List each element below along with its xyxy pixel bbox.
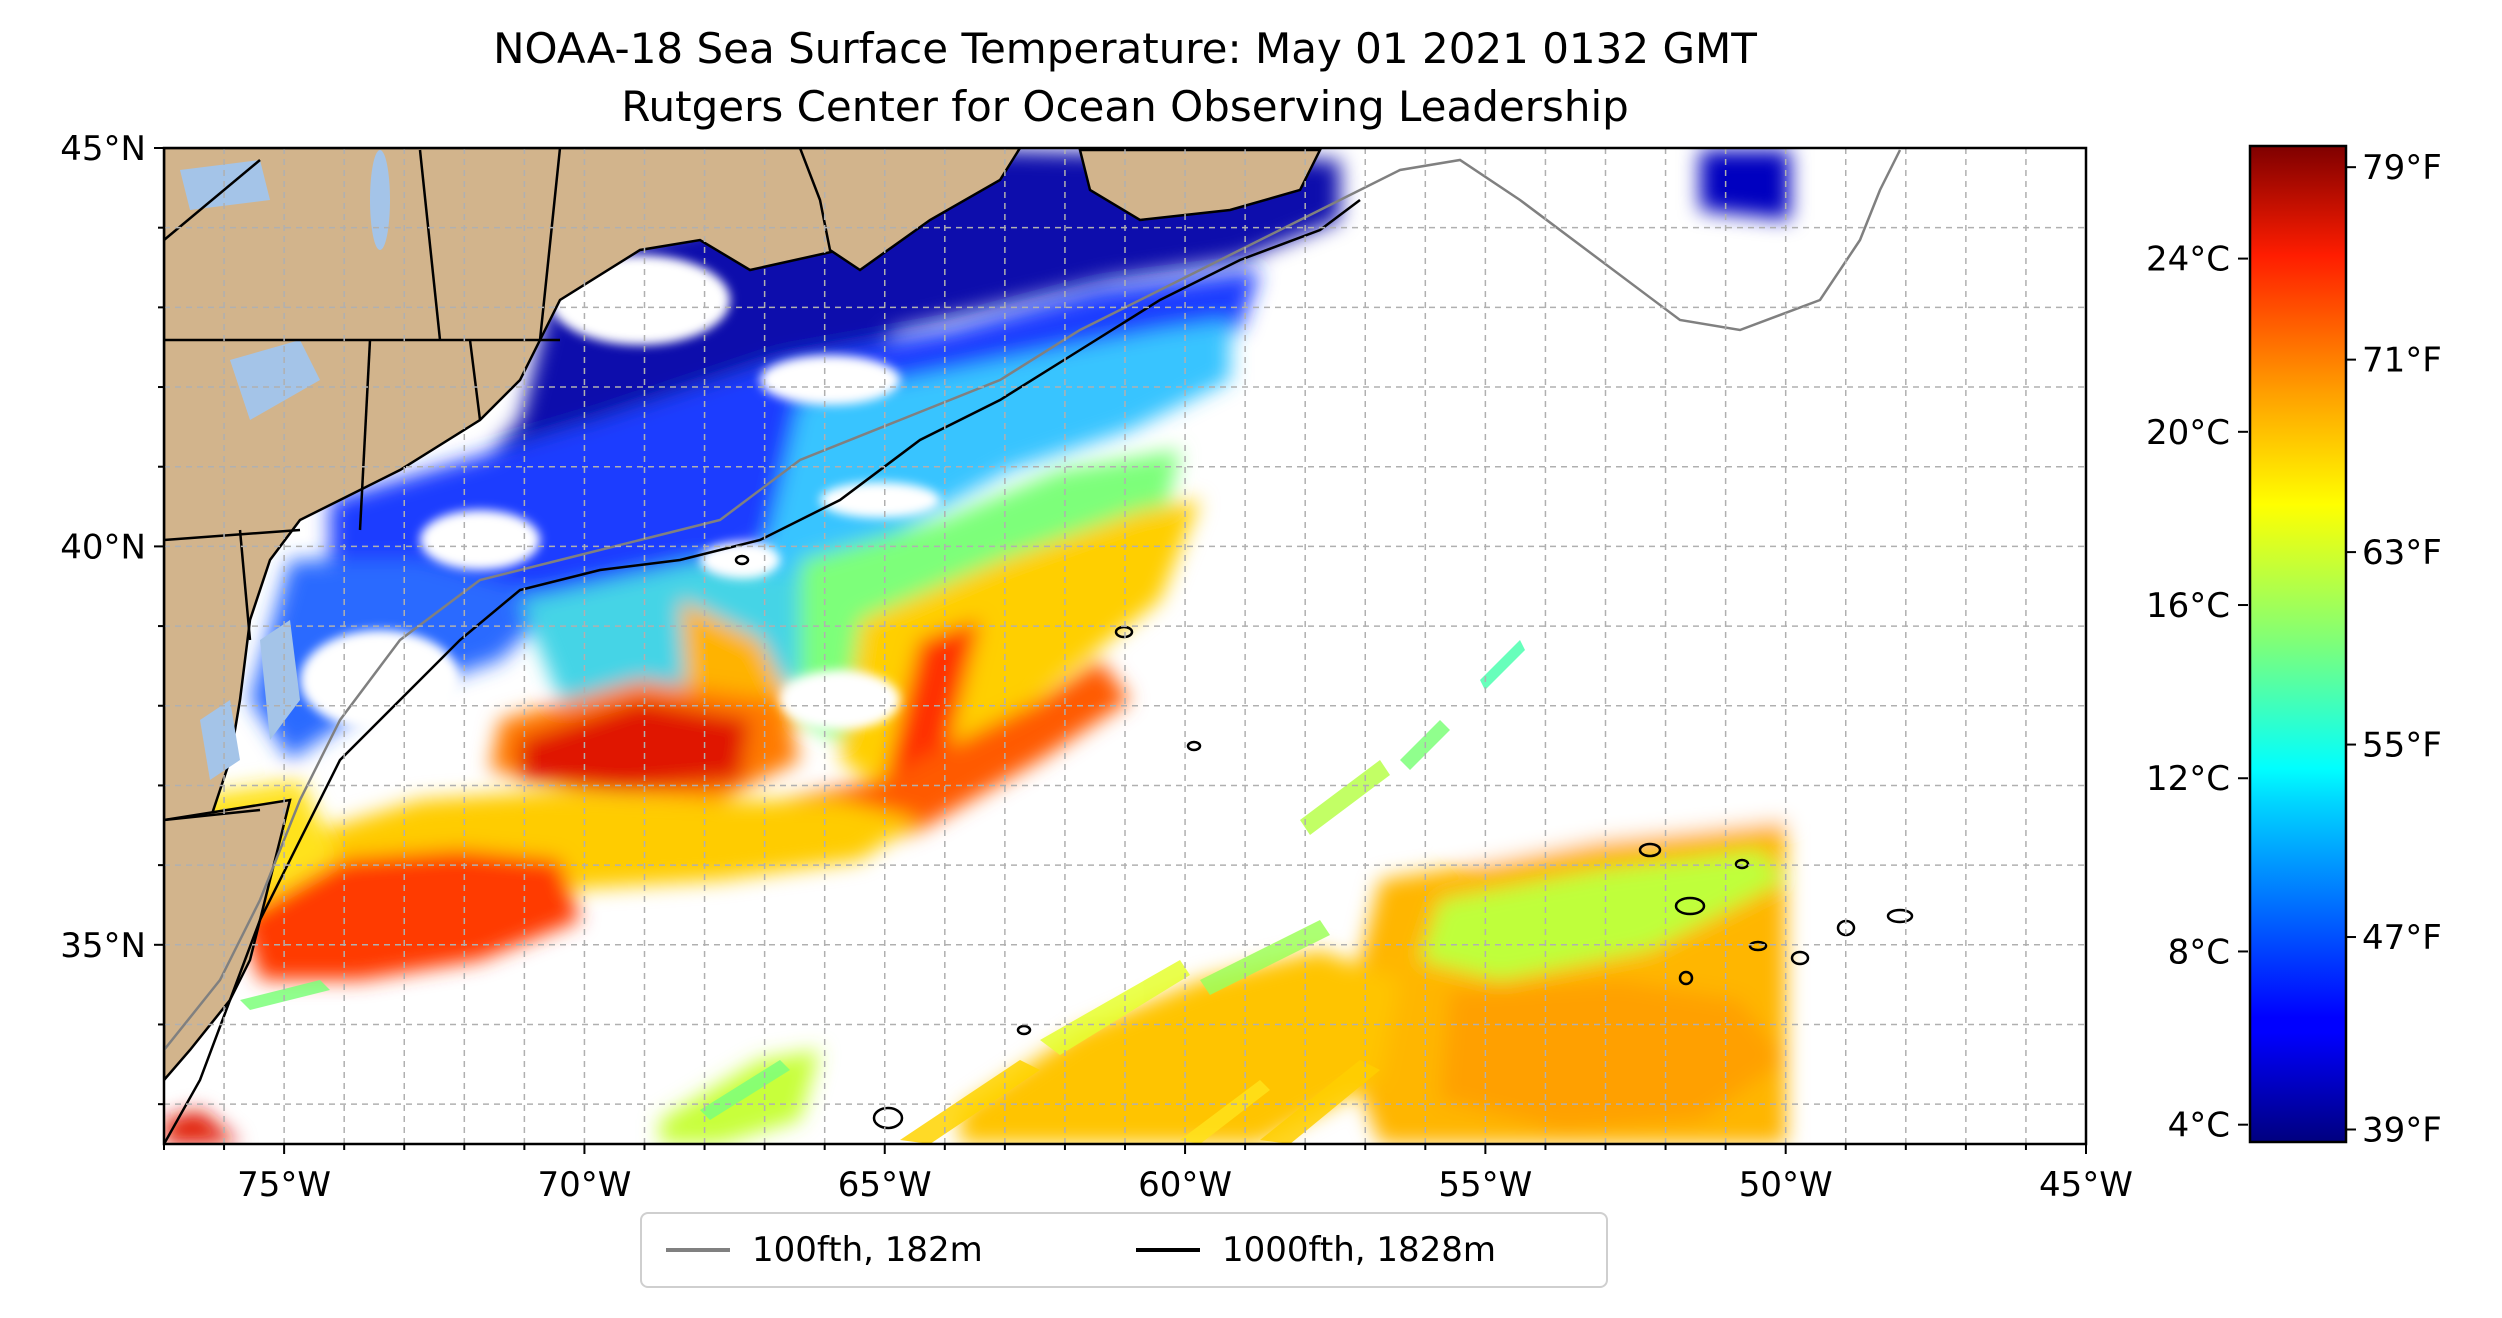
x-tick-label: 60°W: [1138, 1165, 1232, 1205]
celsius-tick-label: 8°C: [2168, 932, 2230, 972]
seamounts: [734, 554, 1914, 1130]
contour-100fth: [164, 149, 1902, 1051]
x-tick-label: 70°W: [537, 1165, 631, 1205]
legend-item-1000fth: 1000fth, 1828m: [1136, 1214, 1496, 1286]
map-gridlines: [164, 148, 2086, 1144]
map-title: NOAA-18 Sea Surface Temperature: May 01 …: [493, 24, 1757, 73]
x-tick-label: 50°W: [1739, 1165, 1833, 1205]
x-tick-label: 75°W: [237, 1165, 331, 1205]
fahrenheit-tick-label: 47°F: [2362, 918, 2442, 958]
x-tick-label: 45°W: [2039, 1165, 2133, 1205]
fahrenheit-tick-label: 55°F: [2362, 726, 2442, 766]
legend-swatch-1000fth: [1136, 1248, 1200, 1252]
fahrenheit-tick-label: 63°F: [2362, 533, 2442, 573]
map-subtitle: Rutgers Center for Ocean Observing Leade…: [621, 82, 1629, 131]
y-tick-label: 40°N: [60, 527, 146, 567]
y-tick-label: 45°N: [60, 129, 146, 169]
x-tick-label: 55°W: [1438, 1165, 1532, 1205]
y-tick-label: 35°N: [60, 926, 146, 966]
contour-legend: 100fth, 182m 1000fth, 1828m: [640, 1212, 1608, 1288]
legend-item-100fth: 100fth, 182m: [666, 1214, 983, 1286]
colorbar-celsius-ticks: 24°C 20°C 16°C 12°C 8°C 4°C: [2146, 240, 2248, 1146]
contour-1000fth: [164, 199, 1361, 1144]
x-tick-label: 65°W: [838, 1165, 932, 1205]
fahrenheit-tick-label: 71°F: [2362, 341, 2442, 381]
fahrenheit-tick-label: 79°F: [2362, 148, 2442, 188]
celsius-tick-label: 24°C: [2146, 240, 2230, 280]
celsius-tick-label: 12°C: [2146, 759, 2230, 799]
latitude-axis: 45°N 40°N 35°N: [60, 129, 164, 1106]
fahrenheit-tick-label: 39°F: [2362, 1110, 2442, 1150]
legend-label-1000fth: 1000fth, 1828m: [1222, 1230, 1497, 1270]
celsius-tick-label: 4°C: [2168, 1106, 2230, 1146]
legend-label-100fth: 100fth, 182m: [752, 1230, 983, 1270]
colorbar-fahrenheit-ticks: 79°F 71°F 63°F 55°F 47°F 39°F: [2346, 148, 2442, 1150]
celsius-tick-label: 20°C: [2146, 413, 2230, 453]
colorbar-gradient: [2248, 144, 2348, 1144]
legend-swatch-100fth: [666, 1248, 730, 1252]
map-area: [164, 148, 2086, 1144]
celsius-tick-label: 16°C: [2146, 586, 2230, 626]
longitude-axis: 75°W 70°W 65°W 60°W 55°W 50°W 45°W: [163, 1144, 2133, 1205]
colorbar: 24°C 20°C 16°C 12°C 8°C 4°C 79°F 71°F 63°F 55°F 4…: [2146, 144, 2442, 1150]
